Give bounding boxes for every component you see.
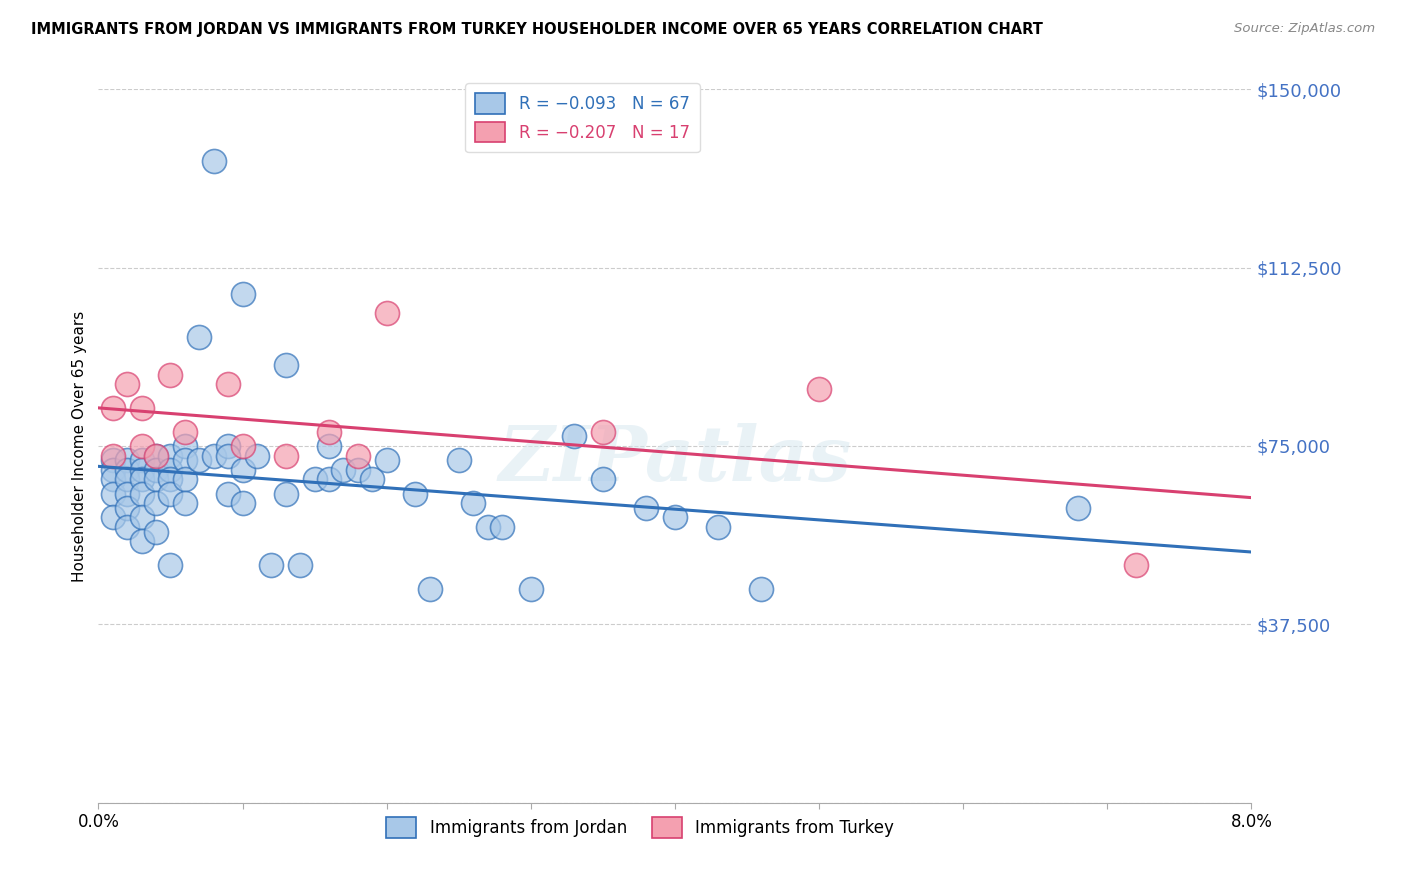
Text: IMMIGRANTS FROM JORDAN VS IMMIGRANTS FROM TURKEY HOUSEHOLDER INCOME OVER 65 YEAR: IMMIGRANTS FROM JORDAN VS IMMIGRANTS FRO… (31, 22, 1043, 37)
Point (145, 449, 167, 463)
Point (174, 472, 197, 486)
Point (188, 453, 211, 467)
Point (447, 453, 470, 467)
Point (202, 449, 225, 463)
Point (145, 524, 167, 539)
Point (131, 439, 153, 453)
Point (274, 358, 297, 372)
Text: Source: ZipAtlas.com: Source: ZipAtlas.com (1234, 22, 1375, 36)
Point (231, 496, 254, 510)
Point (117, 486, 139, 500)
Point (202, 153, 225, 168)
Point (101, 510, 124, 524)
Point (117, 377, 139, 392)
Point (332, 463, 354, 477)
Point (159, 449, 181, 463)
Point (375, 453, 398, 467)
Point (405, 486, 427, 500)
Point (145, 496, 167, 510)
Point (260, 558, 283, 572)
Point (808, 382, 831, 396)
Point (131, 463, 153, 477)
Point (592, 425, 614, 439)
Point (159, 558, 181, 572)
Y-axis label: Householder Income Over 65 years: Householder Income Over 65 years (72, 310, 87, 582)
Point (101, 449, 124, 463)
Point (217, 377, 239, 392)
Point (101, 453, 124, 467)
Point (375, 306, 398, 320)
Point (1125, 558, 1147, 572)
Point (159, 463, 181, 477)
Point (159, 472, 181, 486)
Point (117, 520, 139, 534)
Point (101, 463, 124, 477)
Point (174, 496, 197, 510)
Point (117, 453, 139, 467)
Point (101, 472, 124, 486)
Point (188, 329, 211, 343)
Point (159, 368, 181, 382)
Point (174, 425, 197, 439)
Point (231, 286, 254, 301)
Point (231, 439, 254, 453)
Point (419, 582, 441, 596)
Point (318, 439, 340, 453)
Point (217, 439, 239, 453)
Legend: Immigrants from Jordan, Immigrants from Turkey: Immigrants from Jordan, Immigrants from … (380, 811, 901, 845)
Point (520, 582, 543, 596)
Point (131, 401, 153, 415)
Point (117, 472, 139, 486)
Point (145, 449, 167, 463)
Point (318, 425, 340, 439)
Point (1067, 500, 1090, 515)
Point (346, 449, 368, 463)
Point (101, 401, 124, 415)
Point (131, 472, 153, 486)
Point (751, 582, 773, 596)
Point (636, 500, 658, 515)
Point (145, 463, 167, 477)
Point (217, 486, 239, 500)
Point (461, 496, 484, 510)
Point (346, 463, 368, 477)
Point (246, 449, 269, 463)
Text: ZIPatlas: ZIPatlas (498, 424, 852, 497)
Point (274, 449, 297, 463)
Point (174, 453, 197, 467)
Point (217, 449, 239, 463)
Point (117, 500, 139, 515)
Point (131, 453, 153, 467)
Point (361, 472, 384, 486)
Point (707, 520, 730, 534)
Point (131, 486, 153, 500)
Point (592, 472, 614, 486)
Point (131, 510, 153, 524)
Point (318, 472, 340, 486)
Point (664, 510, 686, 524)
Point (562, 429, 585, 443)
Point (274, 486, 297, 500)
Point (159, 486, 181, 500)
Point (117, 463, 139, 477)
Point (304, 472, 326, 486)
Point (477, 520, 499, 534)
Point (131, 534, 153, 549)
Point (174, 439, 197, 453)
Point (290, 558, 312, 572)
Point (145, 472, 167, 486)
Point (491, 520, 513, 534)
Point (231, 463, 254, 477)
Point (101, 486, 124, 500)
